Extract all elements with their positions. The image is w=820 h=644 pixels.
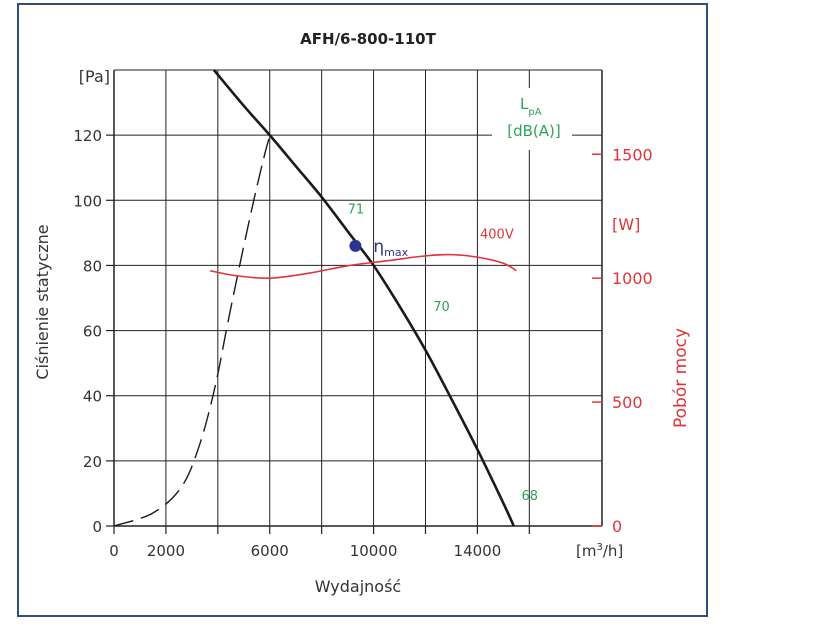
y-tick-label: 20 xyxy=(83,453,102,471)
legend-bg xyxy=(492,88,572,150)
x-tick-label: 2000 xyxy=(147,542,185,560)
eta-max-point xyxy=(349,239,362,252)
y-unit-label: [Pa] xyxy=(79,67,110,86)
x-axis-title: Wydajność xyxy=(315,577,401,596)
y-tick-label: 120 xyxy=(73,127,102,145)
system-curve-line xyxy=(113,134,272,527)
power-curve-line xyxy=(209,253,517,280)
axes xyxy=(106,70,603,534)
y2-tick-label: 500 xyxy=(612,393,643,412)
y2-tick-label: 0 xyxy=(612,517,622,536)
y2-unit-label: [W] xyxy=(612,215,640,234)
y2-tick-label: 1000 xyxy=(612,269,653,288)
tick-labels: 0 20 40 60 80 100 120 0 2000 6000 10000 14000 0 500 10… xyxy=(73,127,652,560)
x-tick-label: 10000 xyxy=(350,542,398,560)
grid xyxy=(114,69,602,526)
noise-label: 68 xyxy=(522,489,539,504)
y-tick-label: 0 xyxy=(92,518,102,536)
x-tick-label: 14000 xyxy=(454,542,502,560)
y-tick-label: 100 xyxy=(73,192,102,210)
x-unit-label: [m3/h] xyxy=(576,542,623,560)
chart-frame xyxy=(17,3,708,617)
eta-max-label: ηmax xyxy=(373,237,408,259)
y-axis-title: Ciśnienie statyczne xyxy=(33,224,52,379)
y-tick-label: 40 xyxy=(83,388,102,406)
legend-lpa: LpA xyxy=(520,95,542,118)
fan-curve-line xyxy=(212,69,515,527)
noise-label: 70 xyxy=(433,300,450,315)
chart-title: AFH/6-800-110T xyxy=(300,30,436,48)
y2-axis-title: Pobór mocy xyxy=(671,328,691,428)
x-tick-label: 0 xyxy=(109,542,119,560)
y2-tick-label: 1500 xyxy=(612,145,653,164)
series-lines xyxy=(113,69,517,527)
legend-unit: [dB(A)] xyxy=(507,122,560,140)
y-tick-label: 60 xyxy=(83,323,102,341)
voltage-label: 400V xyxy=(480,228,514,243)
noise-label: 71 xyxy=(348,202,365,217)
y-tick-label: 80 xyxy=(83,257,102,275)
x-tick-label: 6000 xyxy=(251,542,289,560)
legend-box: LpA [dB(A)] xyxy=(492,88,572,150)
